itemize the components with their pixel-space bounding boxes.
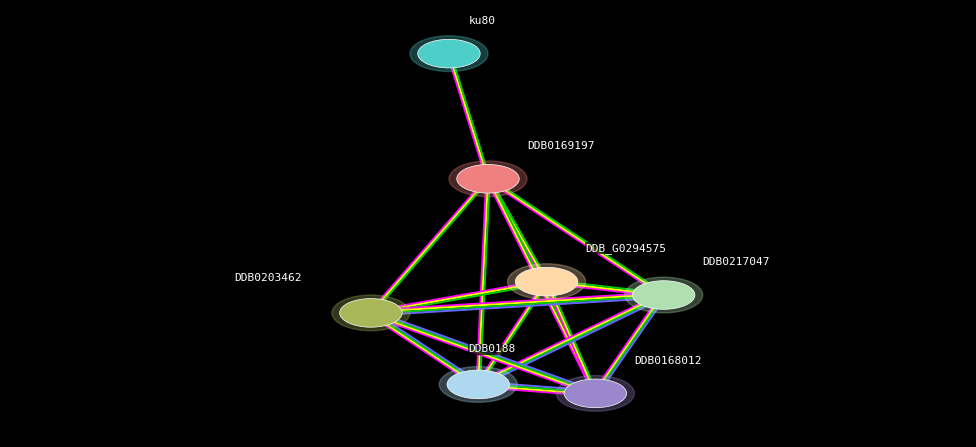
Text: DDB0203462: DDB0203462	[234, 273, 302, 283]
Text: DDB_G0294575: DDB_G0294575	[586, 243, 667, 254]
Text: DDB0188: DDB0188	[468, 345, 515, 354]
Circle shape	[340, 299, 402, 327]
Circle shape	[449, 161, 527, 197]
Circle shape	[439, 367, 517, 402]
Circle shape	[508, 264, 586, 299]
Circle shape	[564, 379, 627, 408]
Circle shape	[332, 295, 410, 331]
Circle shape	[556, 375, 634, 411]
Circle shape	[447, 370, 509, 399]
Circle shape	[418, 39, 480, 68]
Circle shape	[410, 36, 488, 72]
Circle shape	[625, 277, 703, 313]
Text: ku80: ku80	[468, 16, 496, 26]
Circle shape	[457, 164, 519, 193]
Circle shape	[515, 267, 578, 296]
Text: DDB0169197: DDB0169197	[527, 141, 594, 151]
Text: DDB0168012: DDB0168012	[634, 356, 702, 366]
Circle shape	[632, 281, 695, 309]
Text: DDB0217047: DDB0217047	[703, 257, 770, 267]
